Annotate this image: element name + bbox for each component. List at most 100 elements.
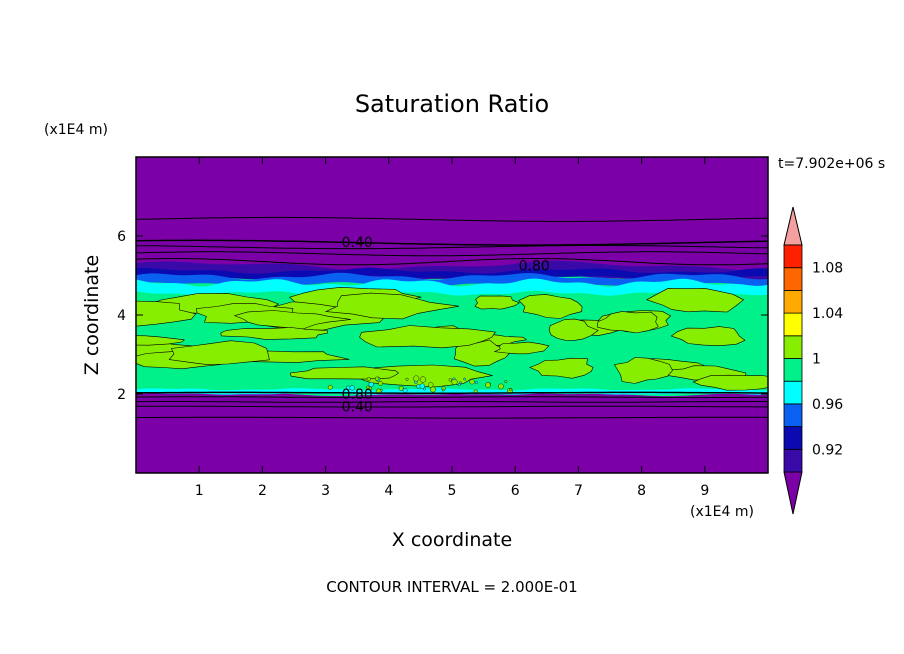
speckle (451, 379, 458, 386)
speckle (458, 381, 462, 385)
colorbar-over-arrow (783, 206, 803, 246)
green-patch (359, 325, 496, 349)
colorbar-tick-label: 1.04 (812, 306, 843, 322)
speckle (485, 382, 491, 388)
green-patch (597, 311, 659, 334)
contour-line (136, 396, 768, 399)
colorbar-bin (783, 312, 803, 337)
speckle (366, 377, 371, 381)
contour-interval-footer: CONTOUR INTERVAL = 2.000E-01 (326, 578, 577, 596)
speckle (419, 376, 427, 383)
contour-plot-area (136, 157, 768, 473)
green-patch (289, 366, 399, 380)
green-patch (692, 374, 768, 391)
speckle (457, 383, 461, 386)
contour-line-0.40-upper (136, 239, 768, 246)
contour-label: 0.40 (342, 235, 373, 251)
contour-label: 0.80 (519, 259, 550, 275)
upper-cyan-band (136, 278, 768, 296)
x-tick-label: 9 (700, 483, 709, 499)
colorbar-bin (783, 426, 803, 450)
speckle (504, 380, 508, 383)
green-patch (529, 357, 594, 379)
colorbar: 0.92 0.96 1 1.04 1.08 (783, 206, 843, 515)
colorbar-under-arrow (783, 471, 803, 515)
x-unit-label: (x1E4 m) (690, 504, 754, 520)
time-label: t=7.902e+06 s (778, 156, 885, 172)
green-patch (324, 292, 460, 320)
colorbar-bin (783, 289, 803, 314)
colorbar-tick-label: 0.92 (812, 442, 843, 458)
speckle (475, 381, 478, 384)
green-patch (136, 335, 185, 346)
speckle (498, 383, 504, 390)
speckle (405, 377, 409, 381)
contour-line (136, 251, 768, 257)
green-patch (168, 340, 270, 366)
x-tick-label: 1 (195, 483, 204, 499)
colorbar-bin (783, 335, 803, 359)
speckle (428, 382, 434, 388)
speckle (423, 387, 426, 391)
contour-line (136, 245, 768, 250)
speckle (368, 381, 374, 388)
x-tick-label: 4 (384, 483, 393, 499)
contour-line-0.80-lower (136, 391, 768, 394)
speckle (327, 384, 333, 390)
green-patch (493, 341, 550, 355)
colorbar-bin (783, 403, 803, 427)
y-tick-label: 6 (117, 229, 126, 245)
x-tick-label: 3 (321, 483, 330, 499)
colorbar-tick-label: 1 (812, 352, 821, 368)
x-tick-label: 2 (258, 483, 267, 499)
contour-line-0.80-upper (136, 258, 768, 266)
green-patches (136, 286, 768, 395)
contour-lines (136, 216, 768, 419)
green-patch (518, 294, 583, 319)
green-patch (548, 318, 599, 341)
colorbar-bin (783, 358, 803, 382)
speckle (469, 379, 475, 385)
speckle (366, 385, 370, 389)
green-patch (613, 357, 673, 384)
speckle (375, 376, 380, 381)
speckle (448, 378, 452, 382)
green-patch (136, 300, 197, 327)
x-axis-ticks: 1 2 3 4 5 6 7 8 9 (195, 157, 709, 499)
speckle (508, 388, 512, 391)
speckle (378, 381, 383, 386)
colorbar-bin (783, 380, 803, 405)
green-patch (220, 327, 329, 340)
colorbar-bin (783, 244, 803, 269)
y-axis-label: Z coordinate (81, 255, 103, 375)
contour-line (136, 216, 768, 222)
green-patch (670, 326, 746, 347)
colorbar-tick-label: 0.96 (812, 397, 843, 413)
colorbar-bin (783, 448, 803, 473)
colorbar-tick-label: 1.08 (812, 261, 843, 277)
green-patch (474, 295, 521, 310)
contour-label: 0.80 (342, 387, 373, 403)
speckle (402, 387, 408, 393)
contour-label: 0.40 (342, 400, 373, 416)
speckle (413, 375, 420, 382)
y-tick-label: 2 (117, 387, 126, 403)
speckle (416, 384, 421, 389)
chart-title: Saturation Ratio (355, 90, 549, 118)
speckle (349, 385, 355, 391)
y-axis-ticks: 2 4 6 (117, 229, 768, 403)
speckle (430, 386, 436, 393)
colorbar-bin (783, 267, 803, 291)
x-axis-label: X coordinate (392, 529, 512, 551)
y-unit-label: (x1E4 m) (44, 122, 108, 138)
x-tick-label: 8 (637, 483, 646, 499)
contour-line-0.40-lower (136, 405, 768, 408)
x-tick-label: 7 (574, 483, 583, 499)
contour-labels: 0.400.800.800.40 (342, 235, 550, 416)
contour-line (136, 416, 768, 419)
x-tick-label: 6 (511, 483, 520, 499)
speckle (441, 388, 445, 392)
upper-blue-streak (136, 267, 768, 280)
green-patch (645, 287, 745, 313)
